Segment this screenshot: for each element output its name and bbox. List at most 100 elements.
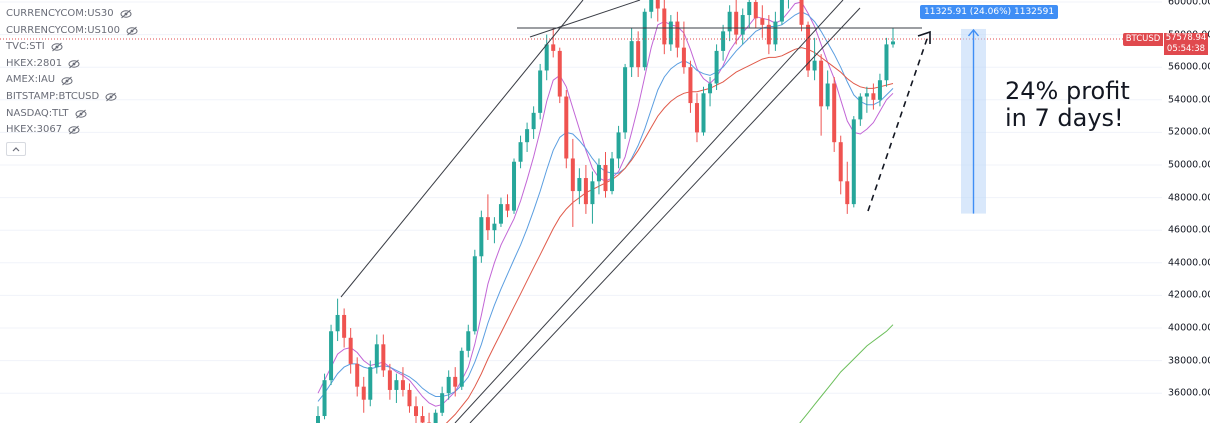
candle-body [721,31,726,51]
candle-body [531,112,536,130]
legend-item-hkex-3067[interactable]: HKEX:3067 [6,122,138,139]
candle-body [708,83,713,94]
legend-item-currencycom-us30[interactable]: CURRENCYCOM:US30 [6,6,138,23]
price-range-arrowhead [967,28,980,37]
candle [361,376,366,413]
legend-item-nasdaq-tlt[interactable]: NASDAQ:TLT [6,106,138,123]
candle-body [727,11,732,32]
candle-body [564,96,569,159]
candle [400,367,405,397]
candle-body [479,217,484,257]
candle [407,383,412,413]
candle [681,21,686,74]
candles [316,0,895,423]
price-tick-label: 60000.00 [1168,0,1210,8]
price-axis[interactable]: 60000.0058000.0056000.0054000.0052000.00… [1162,0,1210,423]
legend-collapse-button[interactable] [6,141,26,156]
eye-off-icon[interactable] [120,9,132,19]
candle [812,37,817,81]
legend-item-currencycom-us100[interactable]: CURRENCYCOM:US100 [6,23,138,40]
candle-body [603,165,608,192]
candle-body [799,0,804,25]
candle-body [623,67,628,133]
legend-item-amex-iau[interactable]: AMEX:IAU [6,72,138,89]
candle [766,15,771,55]
candle-body [322,380,327,417]
candle-body [420,416,425,423]
candle [636,31,641,77]
eye-off-icon[interactable] [68,59,80,69]
candle [420,406,425,423]
candle-body [714,50,719,84]
candlestick-chart[interactable] [0,0,1162,423]
candle-body [675,21,680,48]
chevron-up-icon [12,146,20,152]
candle [714,44,719,91]
candle [623,63,628,139]
eye-off-icon[interactable] [51,42,63,52]
candle-body [407,389,412,407]
candle-body [440,393,445,413]
candle [564,90,569,169]
price-tick-label: 48000.00 [1168,192,1210,204]
candle-body [577,178,582,192]
eye-off-icon[interactable] [61,76,73,86]
legend-symbol-label: CURRENCYCOM:US100 [6,24,120,36]
legend-item-hkex-2801[interactable]: HKEX:2801 [6,56,138,73]
candle-body [329,331,334,381]
legend-item-bitstamp-btcusd[interactable]: BITSTAMP:BTCUSD [6,89,138,106]
candle [734,0,739,45]
candle-body [485,217,490,231]
bar-countdown: 05:54:38 [1166,44,1206,54]
candle [440,386,445,417]
candle-body [668,21,673,45]
candle [466,324,471,358]
candle-body [394,380,399,390]
eye-off-icon[interactable] [126,26,138,36]
candle-body [877,80,882,100]
eye-off-icon[interactable] [75,109,87,119]
candle [518,135,523,169]
candle-body [355,363,360,387]
candle-body [734,11,739,35]
candle-body [453,376,458,387]
candle [610,151,615,195]
candle-body [642,11,647,68]
candle [322,373,327,420]
candle-body [819,60,824,107]
moving-average-long [799,324,894,423]
candle [316,406,320,423]
candle [453,367,458,397]
candle-body [766,24,771,45]
candle [819,54,824,136]
candle-body [538,70,543,113]
candle [884,37,889,87]
legend-item-tvc-sti[interactable]: TVC:STI [6,39,138,56]
candle-body [884,44,889,81]
eye-off-icon[interactable] [105,92,117,102]
legend-symbol-label: CURRENCYCOM:US30 [6,8,114,19]
candle [799,0,804,32]
candle [531,106,536,139]
candle-body [459,350,464,387]
candle-body [740,15,745,35]
last-price-box: 57578.94 05:54:38 [1164,33,1208,55]
candle [433,409,438,423]
candle [414,396,419,423]
candle [721,24,726,61]
profit-annotation: 24% profit in 7 days! [1005,77,1130,132]
eye-off-icon[interactable] [68,125,80,135]
candle-body [681,47,686,68]
candle [838,135,843,195]
candle-body [368,367,373,400]
candle [583,165,588,214]
candle-body [414,406,419,417]
candle [335,298,340,342]
candle-body [446,376,451,394]
candle [525,122,530,152]
candle-body [812,60,817,71]
candle [329,324,334,386]
candle-body [694,103,699,133]
candle [877,73,882,107]
candle [845,161,850,214]
